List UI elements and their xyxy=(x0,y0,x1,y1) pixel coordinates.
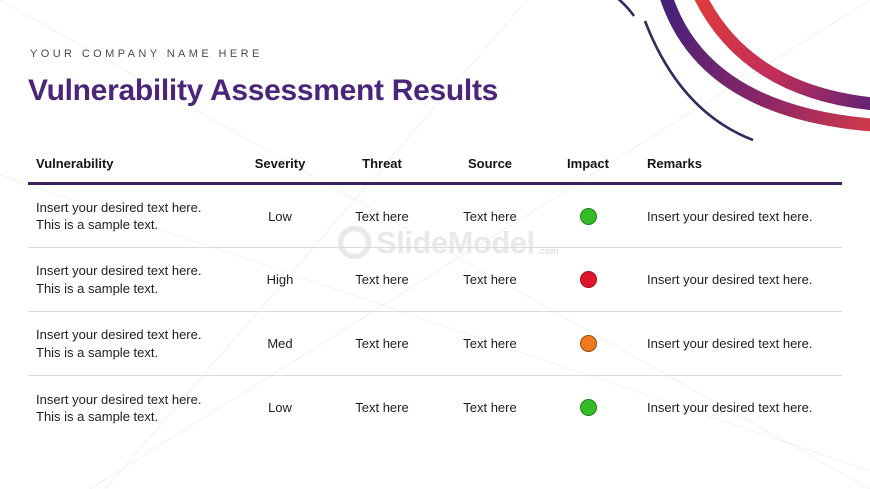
column-header-severity: Severity xyxy=(254,155,306,171)
red-arc-band xyxy=(694,0,870,111)
header-row: Vulnerability Severity Threat Source Imp… xyxy=(28,144,842,184)
company-name: YOUR COMPANY NAME HERE xyxy=(30,48,263,60)
impact-dot xyxy=(579,207,597,225)
remarks-cell: Insert your desired text here. xyxy=(647,336,813,351)
impact-dot xyxy=(579,335,597,353)
severity-cell: Low xyxy=(268,208,292,224)
source-cell: Text here xyxy=(463,272,517,287)
severity-cell: Low xyxy=(268,400,292,416)
table-row: Insert your desired text here. This is a… xyxy=(28,376,842,440)
vulnerability-cell: Insert your desired text here. This is a… xyxy=(36,327,202,360)
vulnerability-cell: Insert your desired text here. This is a… xyxy=(36,391,202,424)
table-row: Insert your desired text here. This is a… xyxy=(28,312,842,376)
navy-arc xyxy=(643,20,754,142)
impact-cell xyxy=(536,312,640,376)
source-cell: Text here xyxy=(463,336,517,351)
source-cell: Text here xyxy=(463,208,517,224)
table-body: Insert your desired text here. This is a… xyxy=(28,184,842,440)
navy-arc-sliver xyxy=(617,0,636,17)
impact-dot xyxy=(579,271,597,289)
source-cell: Text here xyxy=(463,400,517,416)
remarks-cell: Insert your desired text here. xyxy=(647,272,813,287)
column-header-threat: Threat xyxy=(362,155,402,171)
vulnerability-table: Vulnerability Severity Threat Source Imp… xyxy=(28,144,842,440)
severity-cell: High xyxy=(266,272,294,287)
table-row: Insert your desired text here. This is a… xyxy=(28,248,842,312)
impact-dot xyxy=(579,399,597,417)
table-header: Vulnerability Severity Threat Source Imp… xyxy=(28,144,842,184)
column-header-vulnerability: Vulnerability xyxy=(36,155,114,171)
impact-cell xyxy=(536,184,640,248)
column-header-source: Source xyxy=(467,155,513,171)
column-header-impact: Impact xyxy=(567,155,609,171)
remarks-cell: Insert your desired text here. xyxy=(647,208,813,224)
threat-cell: Text here xyxy=(355,272,409,287)
threat-cell: Text here xyxy=(355,400,409,416)
impact-cell xyxy=(536,376,640,440)
column-header-remarks: Remarks xyxy=(647,155,702,171)
severity-cell: Med xyxy=(267,336,293,351)
purple-arc-band xyxy=(660,0,870,132)
vulnerability-cell: Insert your desired text here. This is a… xyxy=(36,263,202,296)
threat-cell: Text here xyxy=(355,208,409,224)
impact-cell xyxy=(536,248,640,312)
vulnerability-cell: Insert your desired text here. This is a… xyxy=(36,199,202,232)
table-row: Insert your desired text here. This is a… xyxy=(28,184,842,248)
remarks-cell: Insert your desired text here. xyxy=(647,400,813,416)
slide-title: Vulnerability Assessment Results xyxy=(28,74,499,107)
threat-cell: Text here xyxy=(355,336,409,351)
